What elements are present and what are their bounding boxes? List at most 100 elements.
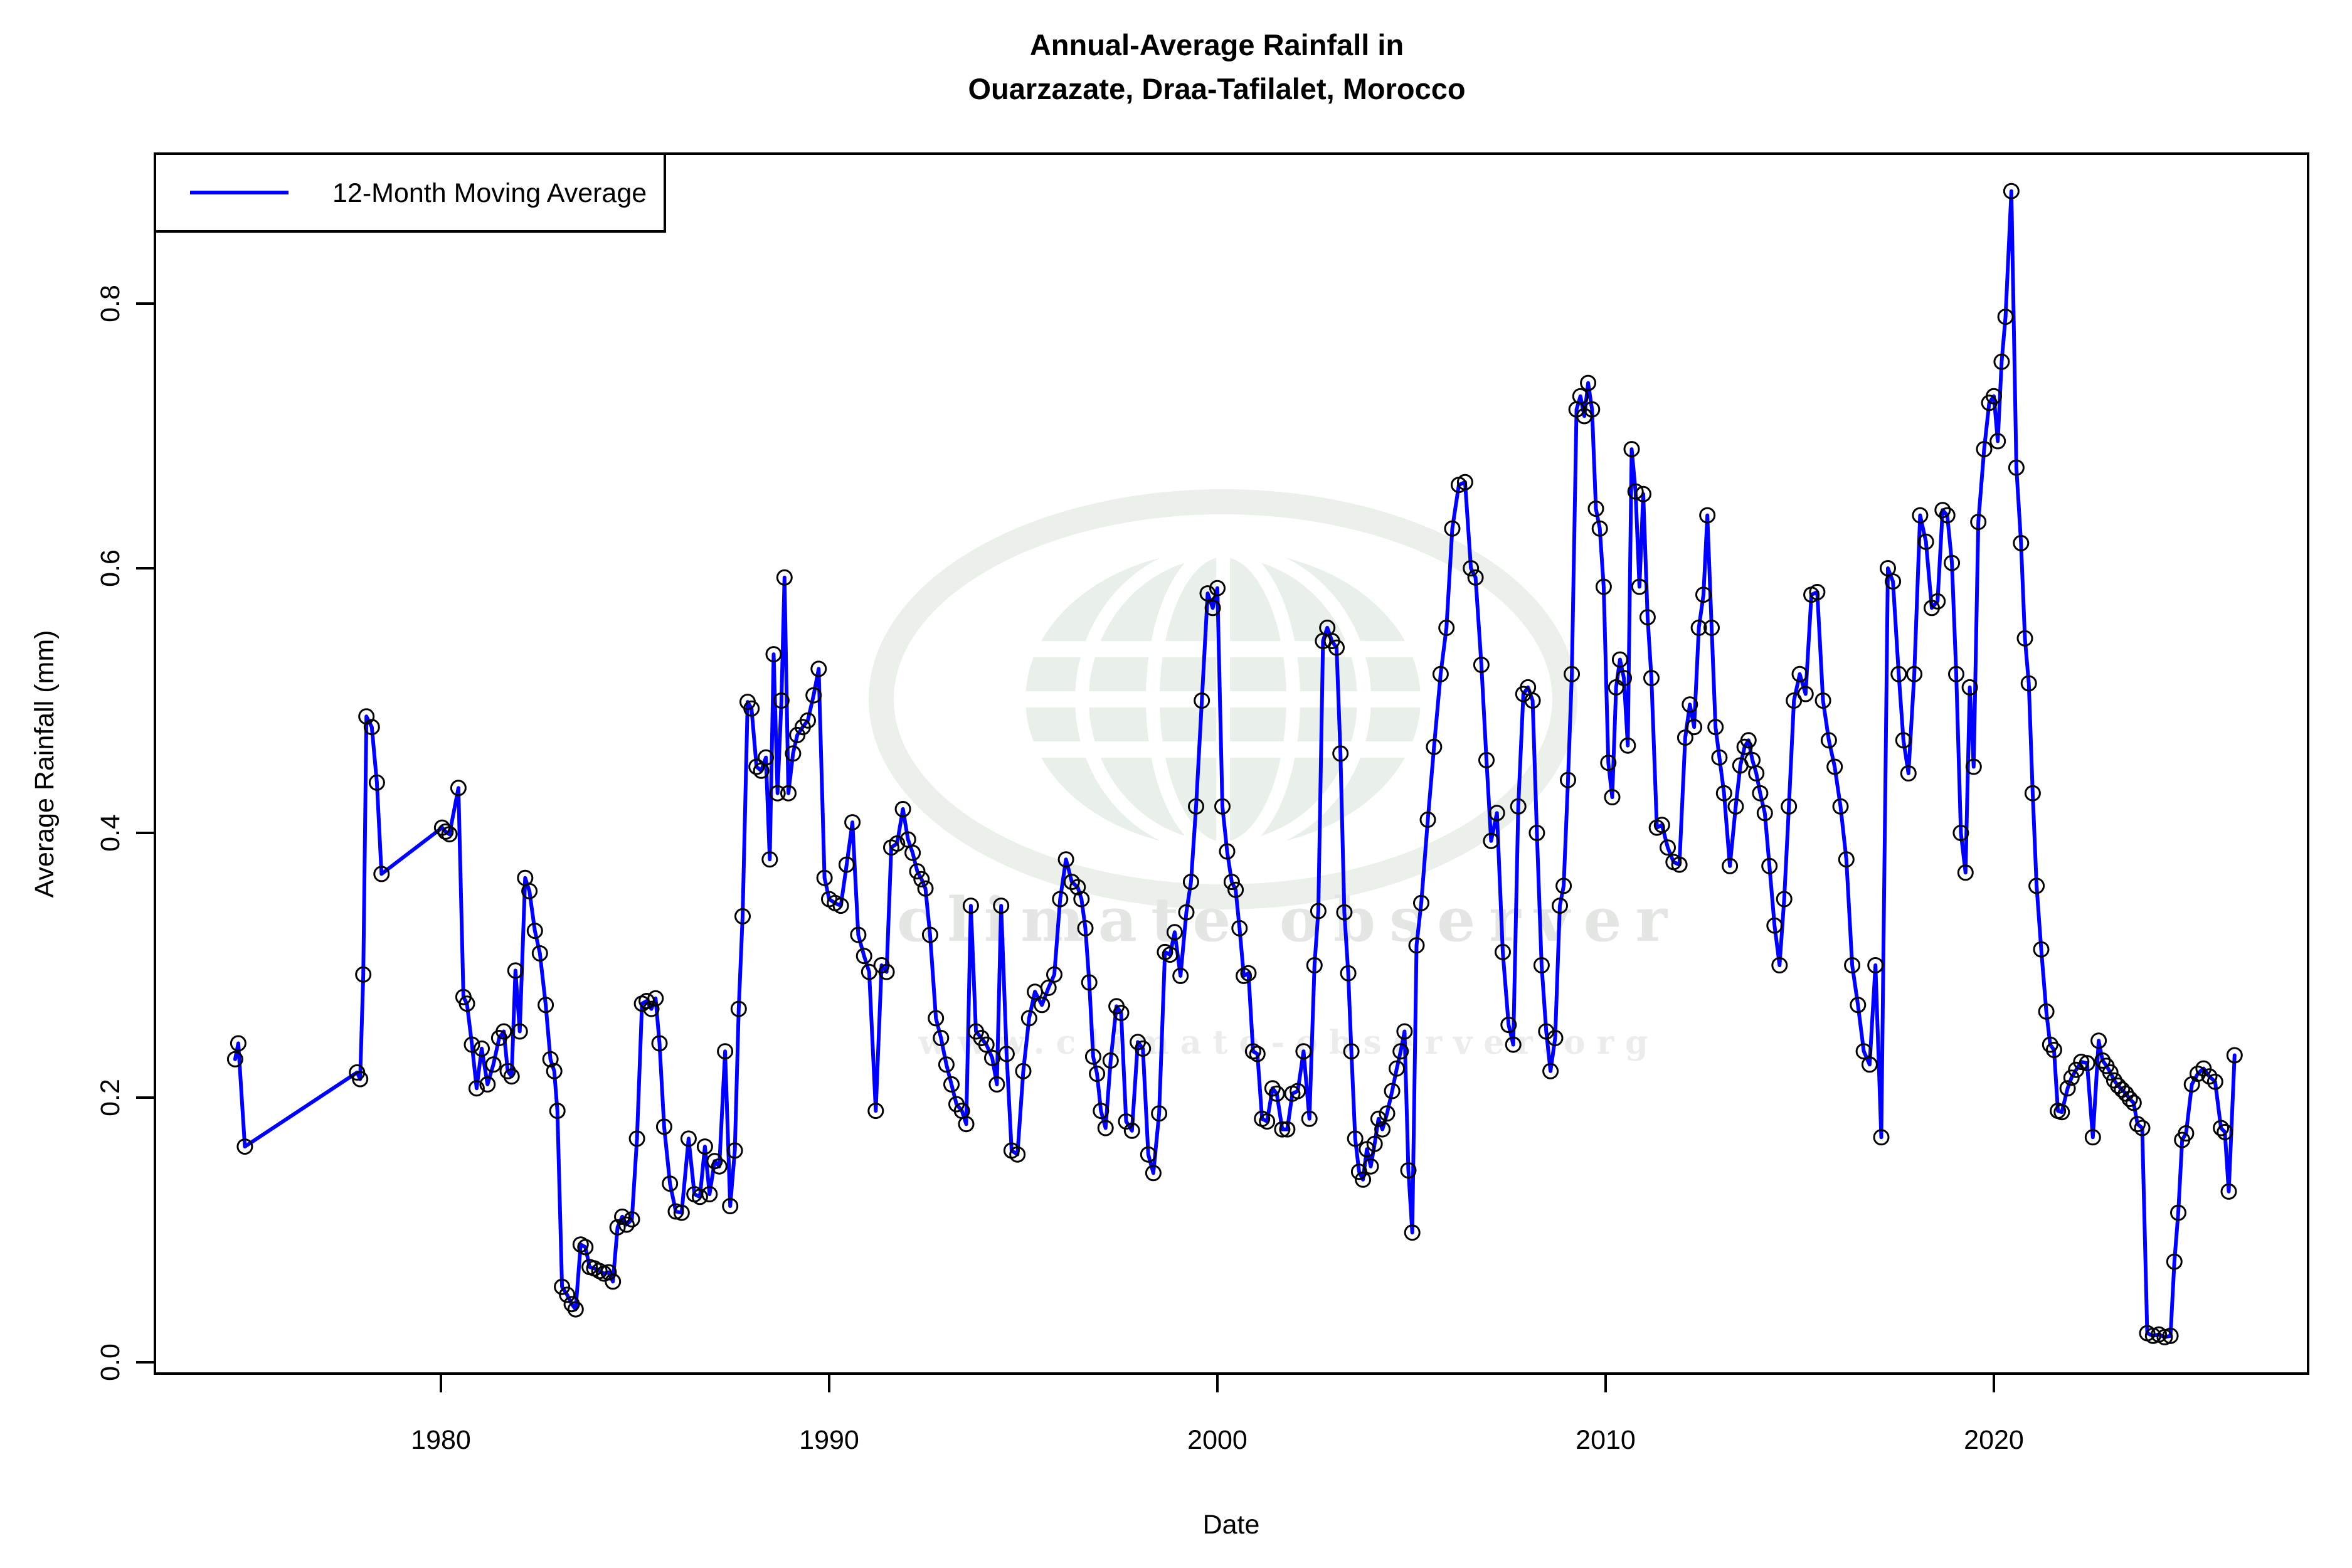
data-point-marker <box>1015 1062 1032 1079</box>
data-point-marker <box>2042 1036 2058 1053</box>
data-point-marker <box>1653 817 1670 834</box>
data-point-marker <box>549 1103 566 1120</box>
data-point-marker <box>730 1000 747 1017</box>
data-point-marker <box>717 1043 734 1060</box>
data-point-marker <box>734 908 751 924</box>
data-point-marker <box>1118 1113 1135 1130</box>
data-point-marker <box>1438 619 1455 636</box>
data-point-marker <box>1505 1036 1522 1053</box>
data-point-marker <box>1997 309 2014 326</box>
data-point-marker <box>1564 665 1581 682</box>
data-point-marker <box>1715 785 1732 802</box>
data-point-marker <box>726 1142 743 1159</box>
data-point-marker <box>1752 785 1769 802</box>
data-point-marker <box>2038 1003 2055 1020</box>
data-point-marker <box>1426 738 1443 755</box>
data-point-marker <box>832 898 849 914</box>
data-point-marker <box>474 1040 490 1057</box>
data-point-marker <box>1046 966 1062 983</box>
data-point-marker <box>1219 843 1236 860</box>
data-point-marker <box>230 1035 246 1052</box>
y-tick-label: 0.0 <box>95 1343 125 1381</box>
data-point-marker <box>1993 353 2010 370</box>
data-point-marker <box>988 1076 1005 1093</box>
data-point-marker <box>1895 732 1912 749</box>
watermark-ring <box>869 489 1577 909</box>
data-point-marker <box>2170 1204 2186 1221</box>
data-point-marker <box>1727 798 1744 815</box>
data-point-marker <box>368 774 385 791</box>
plot-border <box>154 152 2309 1375</box>
data-point-marker <box>623 1211 640 1228</box>
data-point-marker <box>1976 441 1993 458</box>
data-point-marker <box>680 1130 697 1147</box>
data-point-marker <box>526 923 543 940</box>
data-point-marker <box>1227 881 1244 898</box>
data-point-marker <box>1182 874 1199 891</box>
data-point-marker <box>2144 1327 2161 1344</box>
data-point-marker <box>780 785 797 802</box>
data-point-marker <box>651 1035 668 1052</box>
data-point-marker <box>1264 1080 1281 1097</box>
data-point-marker <box>1855 1043 1872 1060</box>
data-point-marker <box>1948 665 1964 682</box>
data-point-marker <box>1166 924 1183 941</box>
data-point-marker <box>2013 534 2030 551</box>
data-point-marker <box>1989 433 2006 450</box>
data-point-marker <box>468 1080 485 1097</box>
data-point-marker <box>1965 758 1982 775</box>
data-point-marker <box>1584 401 1601 418</box>
data-point-marker <box>1488 805 1505 822</box>
data-point-marker <box>352 1071 369 1088</box>
data-point-marker <box>1619 737 1636 754</box>
data-point-marker <box>913 871 930 887</box>
data-point-marker <box>800 712 816 729</box>
data-point-marker <box>1259 1113 1276 1130</box>
legend: 12-Month Moving Average <box>154 152 666 233</box>
data-point-marker <box>1580 374 1597 391</box>
data-point-marker <box>507 962 524 979</box>
data-point-marker <box>1643 670 1660 687</box>
data-point-marker <box>943 1076 960 1093</box>
data-point-marker <box>1690 619 1707 636</box>
data-point-marker <box>1209 580 1226 596</box>
data-point-marker <box>904 844 921 861</box>
data-point-marker <box>2020 675 2037 692</box>
data-point-marker <box>1204 600 1221 617</box>
data-point-marker <box>1347 1130 1364 1147</box>
data-point-marker <box>1404 1224 1421 1241</box>
data-point-marker <box>1917 533 1934 550</box>
data-point-marker <box>1340 965 1357 982</box>
data-point-marker <box>1600 755 1617 771</box>
data-point-marker <box>769 785 786 802</box>
x-axis-title: Date <box>1203 1510 1260 1540</box>
data-point-marker <box>958 1116 975 1133</box>
data-point-marker <box>1547 1030 1564 1046</box>
data-point-marker <box>1413 894 1429 911</box>
data-point-marker <box>1595 578 1612 595</box>
data-point-marker <box>1240 965 1257 982</box>
series-line <box>233 189 2237 1339</box>
data-point-marker <box>1077 919 1094 936</box>
data-point-marker <box>1867 957 1884 973</box>
data-point-marker <box>1467 569 1484 586</box>
data-point-marker <box>921 926 938 943</box>
data-point-marker <box>1500 1017 1517 1033</box>
data-point-marker <box>1384 1083 1401 1099</box>
data-point-marker <box>2016 630 2033 647</box>
data-point-marker <box>1814 692 1831 709</box>
data-point-marker <box>1838 851 1855 868</box>
data-point-marker <box>1355 1171 1372 1188</box>
chart-title-line2: Ouarzazate, Draa-Tafilalet, Morocco <box>968 72 1465 105</box>
data-point-marker <box>662 1175 679 1192</box>
data-point-marker <box>2206 1073 2223 1090</box>
data-point-marker <box>1528 825 1545 841</box>
data-point-marker <box>1820 732 1837 749</box>
data-point-marker <box>706 1153 723 1170</box>
data-point-marker <box>600 1264 617 1281</box>
data-point-marker <box>1627 483 1644 500</box>
data-point-marker <box>1081 974 1098 991</box>
data-point-marker <box>1797 686 1814 702</box>
data-point-marker <box>538 997 554 1014</box>
y-axis-title: Average Rainfall (mm) <box>29 630 60 898</box>
